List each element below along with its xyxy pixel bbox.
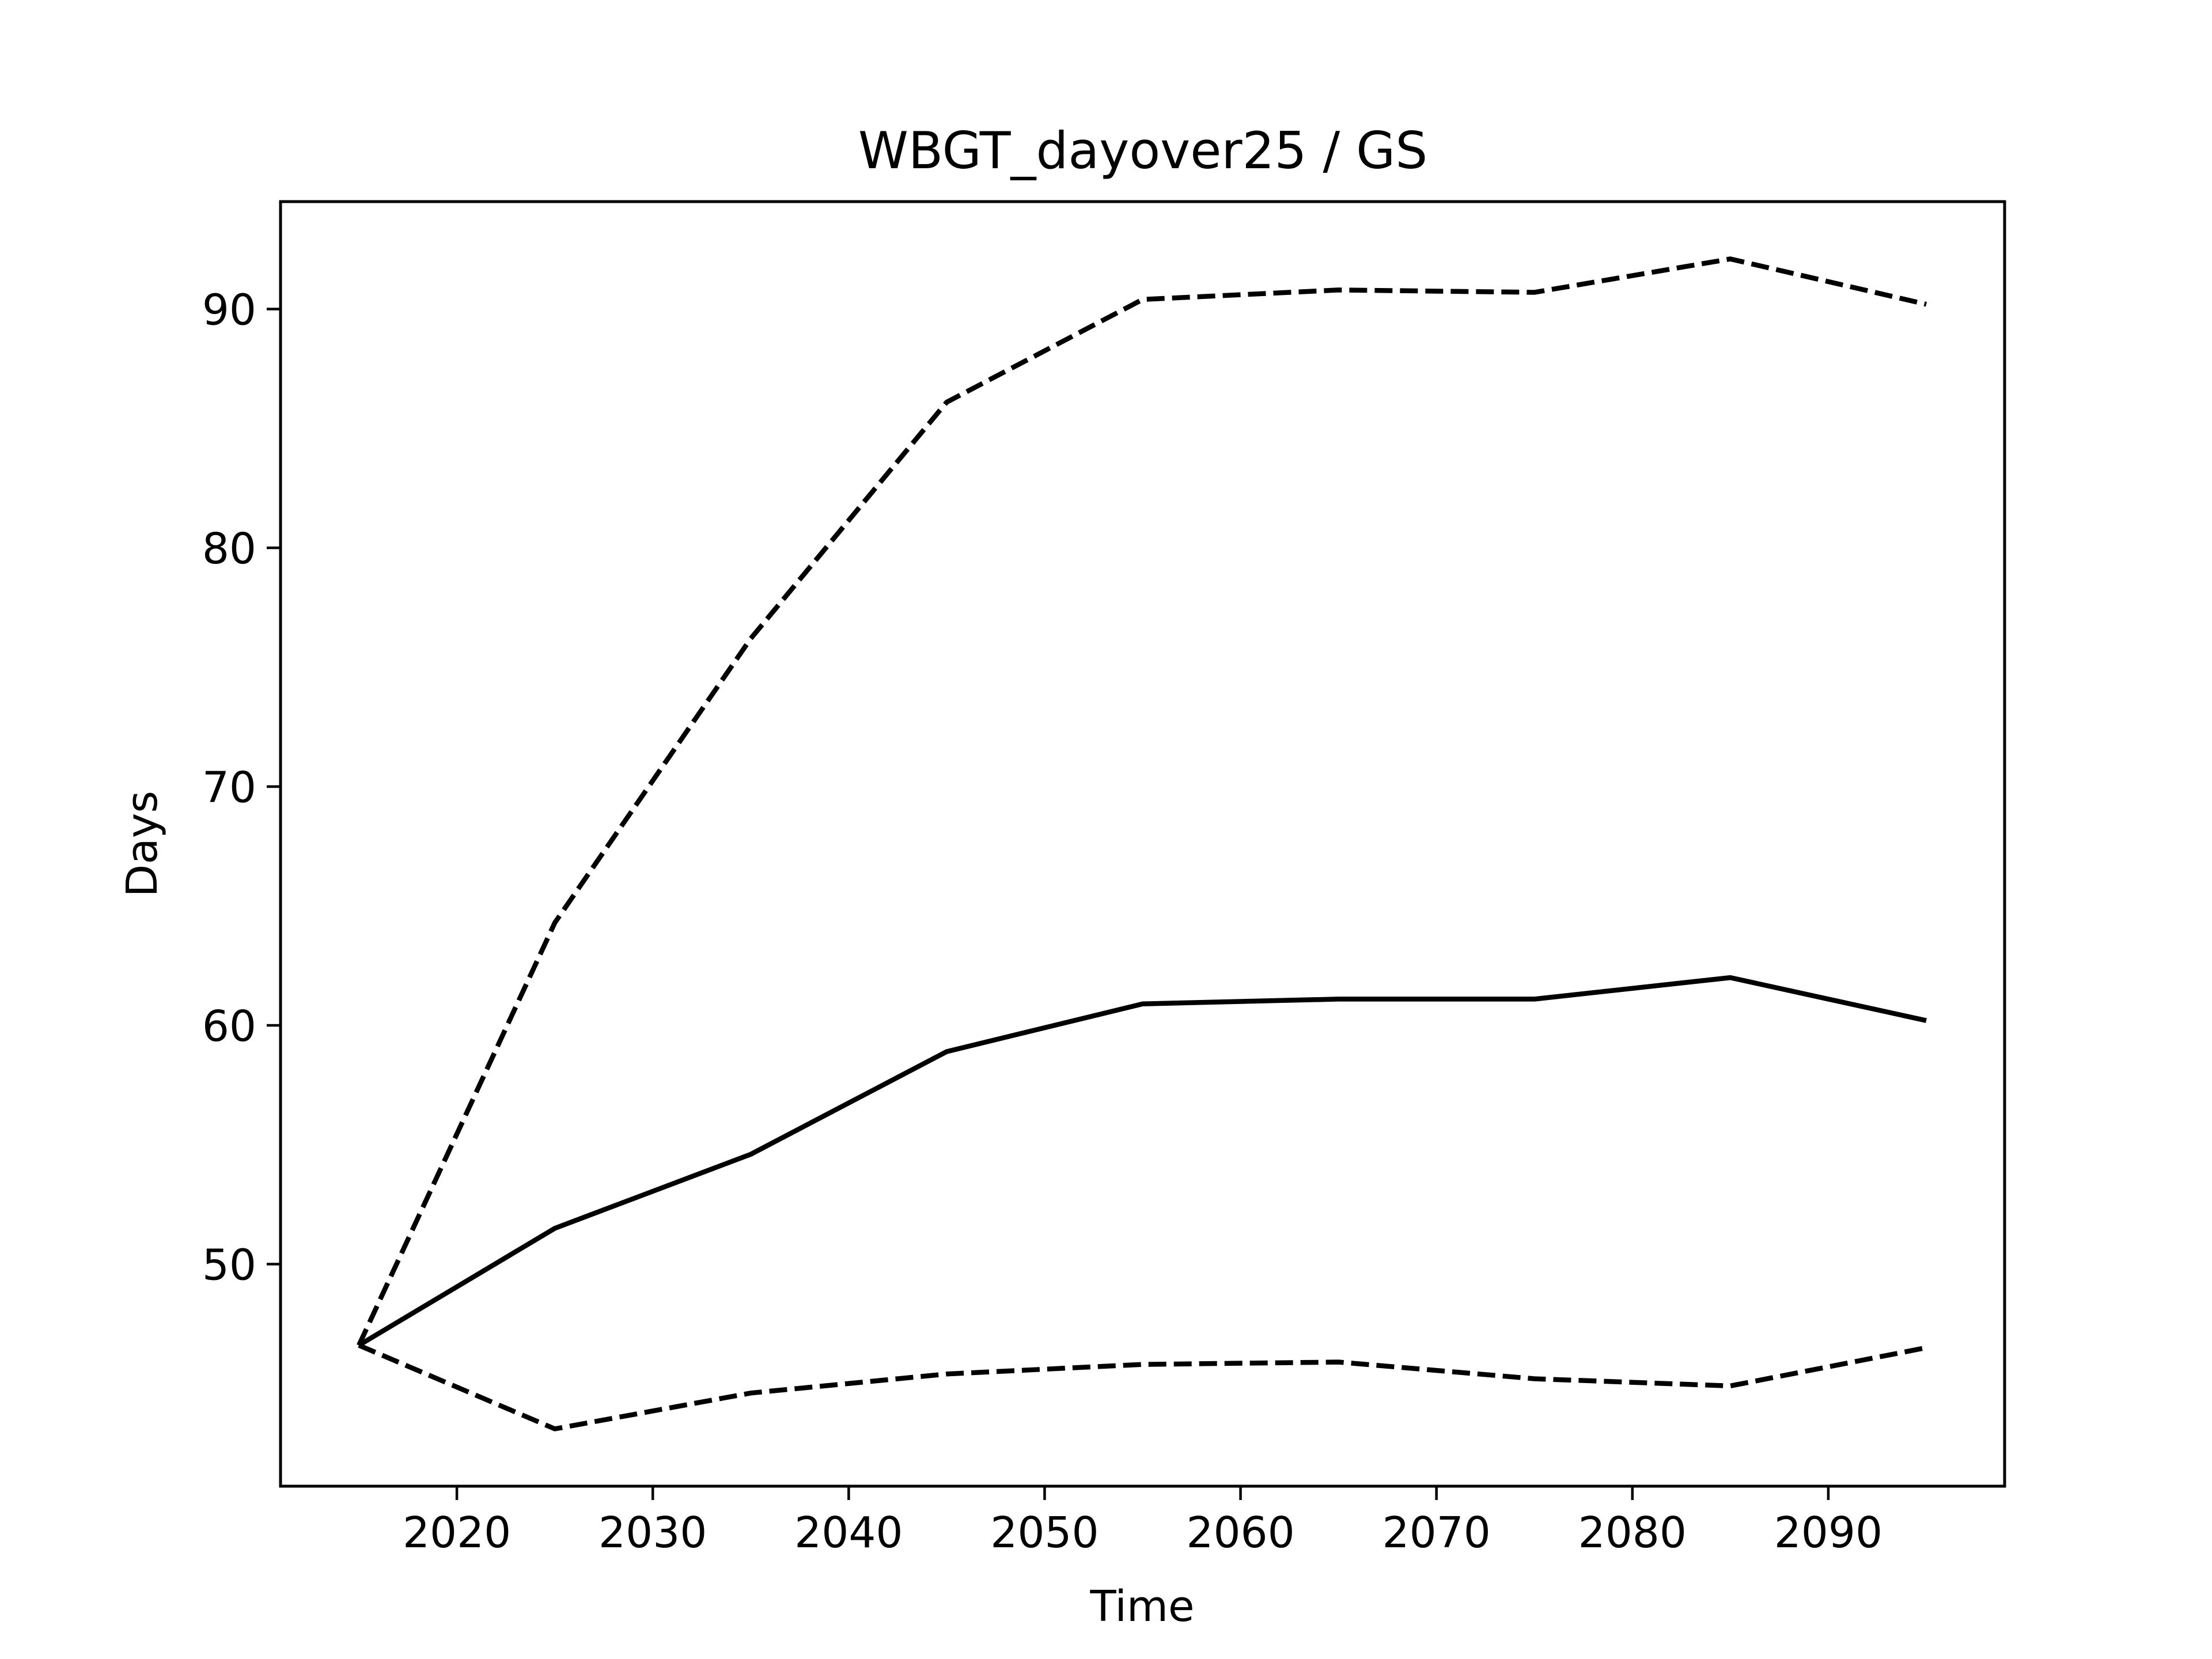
y-tick-label: 80	[202, 524, 256, 574]
median-solid-series-line	[357, 975, 1927, 1348]
chart-title: WBGT_dayover25 / GS	[858, 121, 1427, 180]
y-tick-label: 70	[202, 763, 256, 813]
lower-dashed-series-line	[358, 1343, 1927, 1431]
x-tick-label: 2030	[599, 1508, 707, 1558]
y-axis: 50 60 70 80 90	[202, 286, 281, 1290]
x-tick-label: 2060	[1186, 1508, 1294, 1558]
upper-dashed-series-line	[357, 256, 1927, 1347]
x-axis: 2020 2030 2040 2050 2060 2070 2080 2090	[403, 1486, 1883, 1558]
x-tick-label: 2040	[794, 1508, 903, 1558]
series-group	[357, 256, 1927, 1431]
x-tick-label: 2070	[1382, 1508, 1491, 1558]
x-tick-label: 2080	[1578, 1508, 1687, 1558]
y-tick-label: 60	[202, 1002, 256, 1051]
x-axis-label: Time	[1089, 1582, 1194, 1631]
y-tick-label: 50	[202, 1241, 256, 1290]
x-tick-label: 2020	[403, 1508, 511, 1558]
x-tick-label: 2090	[1774, 1508, 1883, 1558]
y-tick-label: 90	[202, 286, 256, 335]
y-axis-label: Days	[118, 791, 167, 897]
x-tick-label: 2050	[990, 1508, 1099, 1558]
plot-area-frame	[279, 200, 2006, 1488]
